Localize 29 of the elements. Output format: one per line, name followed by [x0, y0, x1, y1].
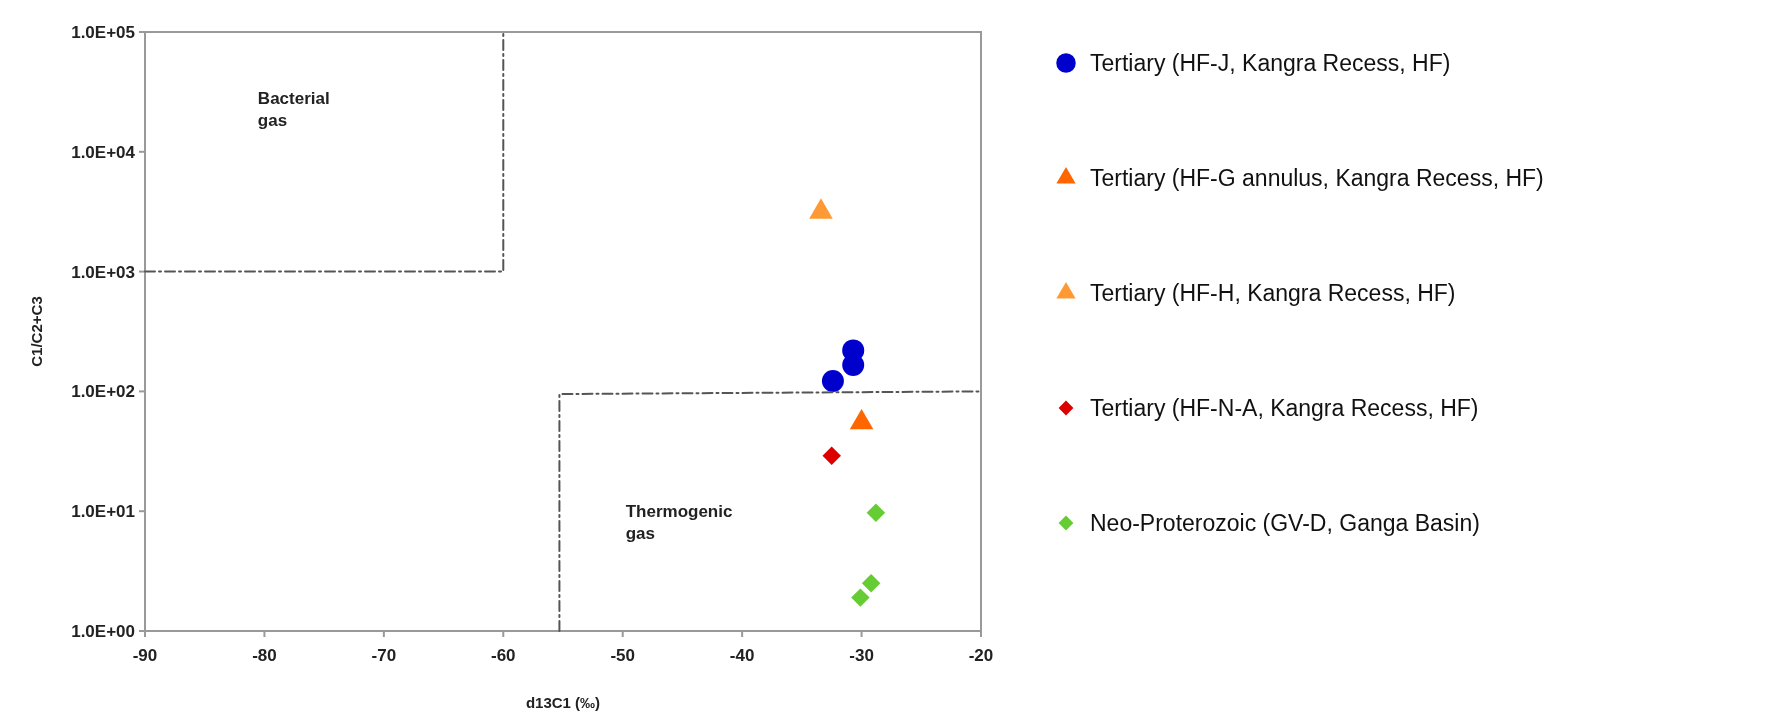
legend-label: Tertiary (HF-H, Kangra Recess, HF)	[1090, 280, 1456, 307]
point	[842, 354, 865, 377]
annotation: Bacterial gas	[257, 88, 330, 130]
point	[861, 574, 881, 593]
x-axis-title: d13C1 (‰)	[525, 694, 601, 711]
x-tick-label: -20	[968, 646, 994, 665]
point	[851, 588, 870, 607]
y-axis-title: C1/C2+C3	[28, 296, 45, 367]
legend-label: Tertiary (HF-J, Kangra Recess, HF)	[1090, 50, 1451, 77]
x-tick-label: -30	[849, 646, 874, 665]
x-tick-label: -90	[132, 646, 158, 665]
y-tick-label: 1.0E+03	[71, 262, 135, 282]
y-tick-label: 1.0E+02	[71, 382, 135, 402]
x-tick-label: -40	[729, 646, 755, 665]
point	[822, 446, 841, 466]
y-tick-label: 1.0E+05	[71, 22, 135, 42]
y-tick-label: 1.0E+01	[71, 502, 135, 522]
x-tick-label: -50	[610, 646, 635, 665]
y-tick-label: 1.0E+04	[71, 142, 136, 162]
annotation: Thermogenic gas	[625, 502, 733, 544]
x-tick-label: -70	[371, 646, 397, 665]
y-tick-label: 1.0E+00	[71, 621, 135, 641]
x-tick-label: -80	[252, 646, 277, 665]
point	[866, 503, 886, 522]
x-tick-label: -60	[491, 646, 516, 665]
legend-label: Tertiary (HF-G annulus, Kangra Recess, HF)	[1090, 165, 1544, 192]
legend-label: Tertiary (HF-N-A, Kangra Recess, HF)	[1090, 395, 1479, 422]
legend-label: Neo-Proterozoic (GV-D, Ganga Basin)	[1090, 510, 1480, 537]
point	[821, 370, 844, 393]
